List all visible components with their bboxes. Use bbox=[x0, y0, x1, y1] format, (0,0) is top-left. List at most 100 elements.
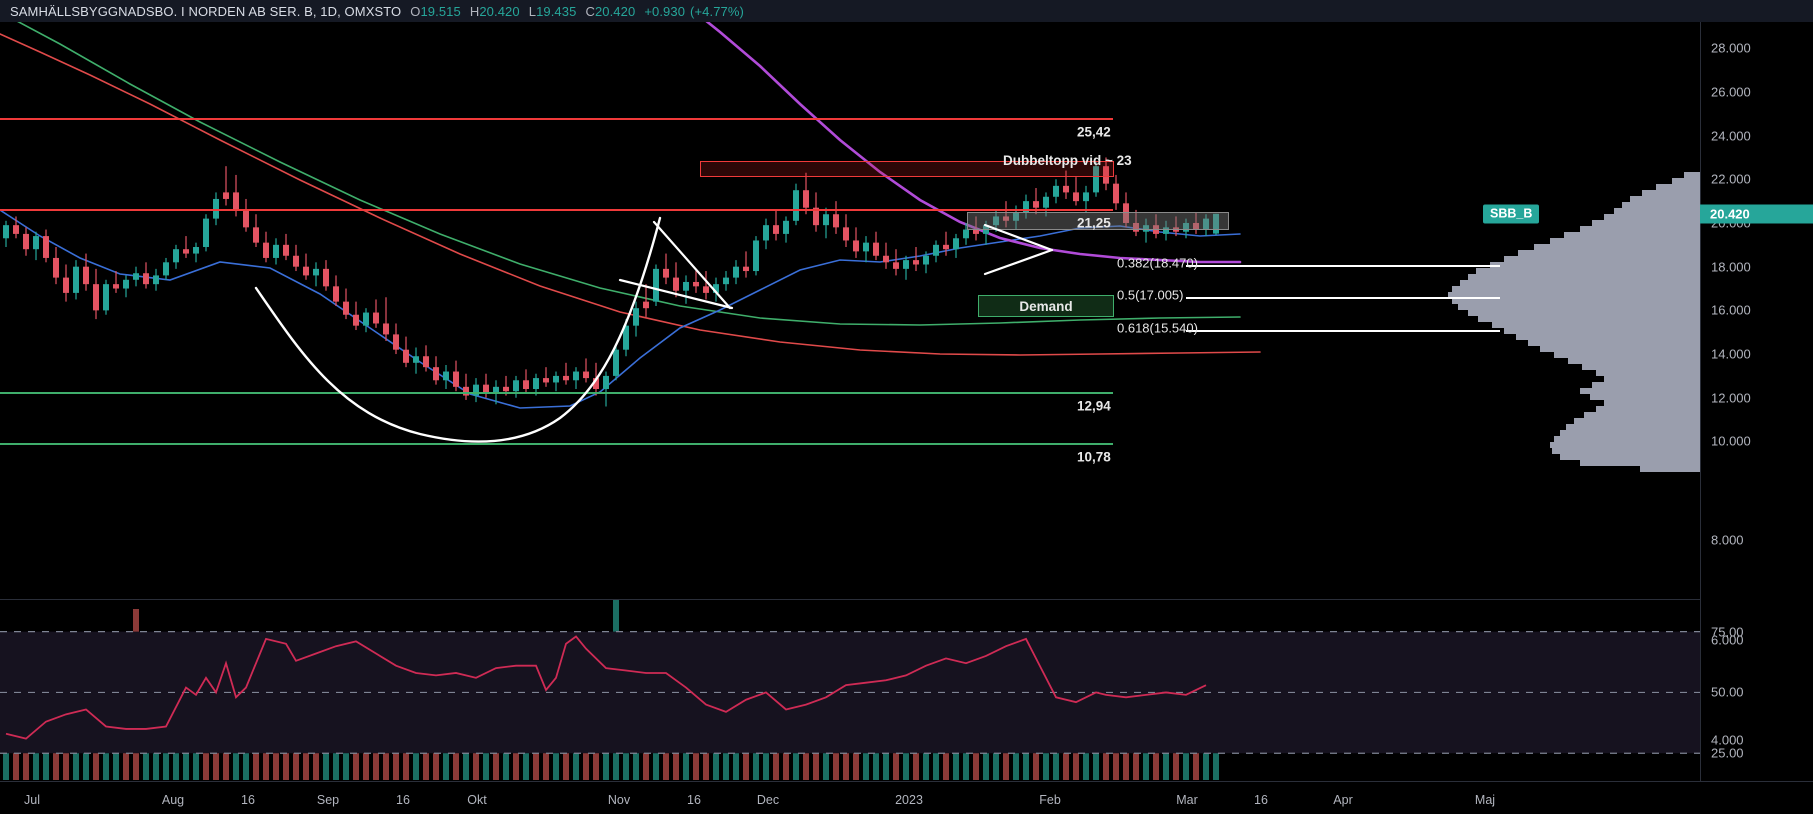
volume-profile-bin bbox=[1550, 238, 1700, 244]
support-10-78[interactable] bbox=[0, 443, 1113, 445]
candle-body bbox=[953, 238, 959, 250]
candle-body bbox=[513, 380, 519, 392]
volume-profile-bin bbox=[1460, 280, 1700, 286]
volume-profile-bin bbox=[1468, 310, 1700, 316]
price-tick: 16.000 bbox=[1711, 302, 1751, 318]
candle-body bbox=[803, 190, 809, 208]
last-price-badge: 20.420 bbox=[1700, 204, 1813, 224]
candle-body bbox=[23, 233, 29, 250]
candle-body bbox=[833, 214, 839, 228]
price-axis[interactable]: SEK28.00026.00024.00022.00020.00018.0001… bbox=[1700, 0, 1813, 781]
demand-zone-label: Demand bbox=[1019, 298, 1073, 314]
candle-body bbox=[723, 277, 729, 285]
volume-bar bbox=[383, 736, 389, 780]
candle-body bbox=[623, 325, 629, 350]
candle-body bbox=[523, 380, 529, 390]
volume-bar bbox=[123, 736, 129, 780]
candle-body bbox=[283, 244, 289, 256]
price-tick: 8.000 bbox=[1711, 532, 1744, 548]
volume-profile-bin bbox=[1564, 232, 1700, 238]
candle-body bbox=[973, 229, 979, 234]
dubbeltopp-zone[interactable] bbox=[700, 161, 1114, 177]
fib-0382[interactable] bbox=[1186, 265, 1500, 267]
symbol-title[interactable]: SAMHÄLLSBYGGNADSBO. I NORDEN AB SER. B, … bbox=[10, 3, 402, 19]
candle-body bbox=[663, 268, 669, 278]
candle-body bbox=[813, 207, 819, 226]
price-tick: 4.000 bbox=[1711, 732, 1744, 748]
candle-body bbox=[583, 371, 589, 379]
fib-0382-label: 0.382(18.470) bbox=[1117, 255, 1198, 271]
candle-body bbox=[863, 242, 869, 252]
time-tick: Dec bbox=[756, 793, 780, 807]
drawing-layer[interactable] bbox=[0, 22, 1700, 590]
candle-body bbox=[553, 375, 559, 383]
candle-body bbox=[913, 260, 919, 265]
volume-bar bbox=[103, 740, 109, 780]
candle-body bbox=[763, 225, 769, 241]
ma-green bbox=[17, 22, 1241, 326]
resistance-21-25-label: 21,25 bbox=[1077, 215, 1111, 231]
volume-bar bbox=[203, 740, 209, 780]
volume-profile-bin bbox=[1550, 442, 1700, 448]
candle-body bbox=[63, 277, 69, 293]
volume-bar bbox=[83, 733, 89, 780]
candle-body bbox=[413, 356, 419, 363]
rsi-pane bbox=[0, 600, 1700, 780]
candle-body bbox=[263, 242, 269, 258]
time-tick: Mar bbox=[1176, 793, 1198, 807]
time-tick: Maj bbox=[1474, 793, 1496, 807]
volume-profile-bin bbox=[1478, 316, 1700, 322]
volume-bar bbox=[493, 733, 499, 780]
candle-body bbox=[93, 284, 99, 311]
volume-profile-bin bbox=[1554, 352, 1700, 358]
volume-profile-bin bbox=[1672, 178, 1700, 184]
resistance-25-42-label: 25,42 bbox=[1077, 124, 1111, 140]
candle-body bbox=[163, 262, 169, 276]
volume-profile-bin bbox=[1554, 436, 1700, 442]
time-tick: 16 bbox=[396, 793, 410, 807]
resistance-21-25[interactable] bbox=[0, 209, 1113, 211]
candle-body bbox=[1083, 192, 1089, 202]
candle-body bbox=[1163, 227, 1169, 234]
volume-profile-bin bbox=[1614, 208, 1700, 214]
price-tick: 22.000 bbox=[1711, 171, 1751, 187]
candle-body bbox=[1093, 166, 1099, 193]
support-12-94[interactable] bbox=[0, 392, 1113, 394]
volume-profile-bin bbox=[1590, 394, 1700, 400]
volume-profile-bin bbox=[1584, 412, 1700, 418]
volume-profile-bin bbox=[1596, 370, 1700, 376]
candle-body bbox=[1103, 166, 1109, 184]
volume-bar bbox=[523, 735, 529, 780]
candlestick-series[interactable] bbox=[0, 22, 1700, 590]
fib-0618[interactable] bbox=[1186, 330, 1500, 332]
candle-body bbox=[643, 301, 649, 309]
volume-profile-bin bbox=[1452, 286, 1700, 292]
volume-profile-bin bbox=[1604, 376, 1700, 382]
candle-body bbox=[1203, 218, 1209, 230]
candle-body bbox=[203, 218, 209, 248]
candle-body bbox=[603, 375, 609, 390]
candle-body bbox=[563, 375, 569, 381]
candle-body bbox=[783, 220, 789, 234]
volume-profile-bin bbox=[1622, 202, 1700, 208]
time-tick: 16 bbox=[687, 793, 701, 807]
supply-zone-21-25[interactable] bbox=[967, 212, 1229, 230]
resistance-25-42[interactable] bbox=[0, 118, 1113, 120]
time-tick: 16 bbox=[1254, 793, 1268, 807]
descending-wedge-lower bbox=[618, 278, 734, 310]
price-tick: 24.000 bbox=[1711, 128, 1751, 144]
price-pane[interactable]: 25,42 21,25 12,94 10,78 0.382(18.470) 0.5(17… bbox=[0, 22, 1700, 590]
volume-profile-bin bbox=[1490, 262, 1700, 268]
low-value: 19.435 bbox=[536, 3, 577, 19]
candle-body bbox=[993, 216, 999, 226]
candle-body bbox=[1113, 183, 1119, 204]
candle-body bbox=[1063, 185, 1069, 193]
fib-05[interactable] bbox=[1186, 297, 1500, 299]
demand-zone[interactable] bbox=[978, 295, 1114, 317]
volume-bar bbox=[223, 733, 229, 780]
symmetrical-triangle-lower bbox=[983, 248, 1054, 276]
volume-bar bbox=[213, 738, 219, 780]
time-axis[interactable]: Jul Aug 16 Sep 16 Okt Nov 16 Dec 2023 Feb Mar 16 Apr M… bbox=[0, 781, 1813, 814]
volume-bar bbox=[293, 738, 299, 780]
open-value: 19.515 bbox=[420, 3, 461, 19]
